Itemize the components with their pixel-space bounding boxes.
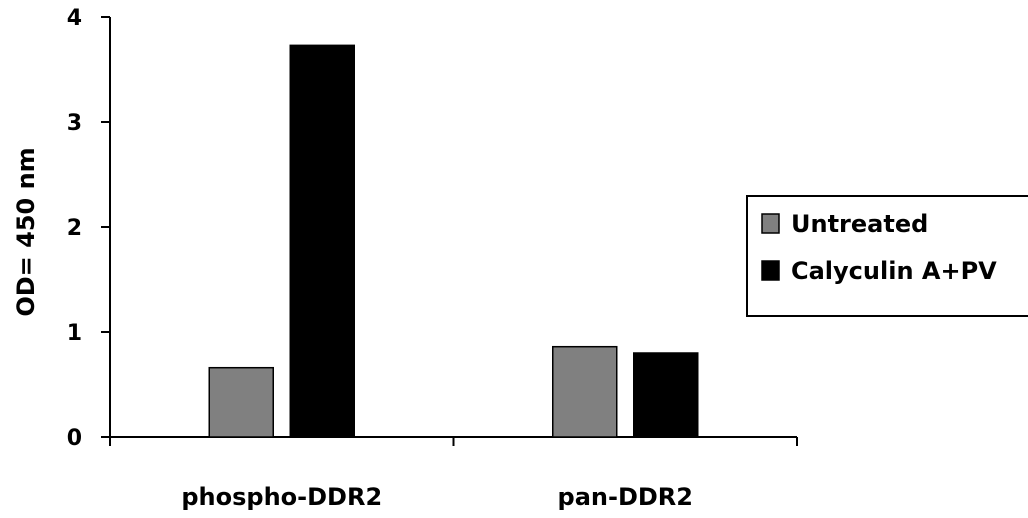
- legend-label: Untreated: [791, 210, 928, 238]
- y-axis: 0 1 2 3 4: [67, 6, 111, 451]
- y-tick-label: 2: [67, 216, 82, 241]
- y-tick-label: 4: [67, 6, 82, 31]
- bars: [208, 44, 699, 438]
- legend-label: Calyculin A+PV: [791, 257, 997, 285]
- bar-calyculin-phospho: [289, 44, 355, 438]
- y-tick-label: 0: [67, 426, 82, 451]
- y-tick-label: 3: [67, 111, 82, 136]
- legend-swatch: [761, 260, 780, 281]
- y-axis-title: OD= 450 nm: [12, 147, 40, 316]
- bar-calyculin-pan: [633, 352, 699, 438]
- bar-untreated-phospho: [208, 366, 274, 438]
- legend-box: [746, 195, 1028, 317]
- x-category-label: pan-DDR2: [558, 483, 693, 511]
- bar-untreated-pan: [552, 345, 618, 438]
- x-category-label: phospho-DDR2: [181, 483, 382, 511]
- legend: Untreated Calyculin A+PV: [746, 195, 1028, 317]
- x-axis: phospho-DDR2 pan-DDR2: [109, 436, 798, 511]
- legend-swatch: [761, 213, 780, 234]
- y-tick-label: 1: [67, 321, 82, 346]
